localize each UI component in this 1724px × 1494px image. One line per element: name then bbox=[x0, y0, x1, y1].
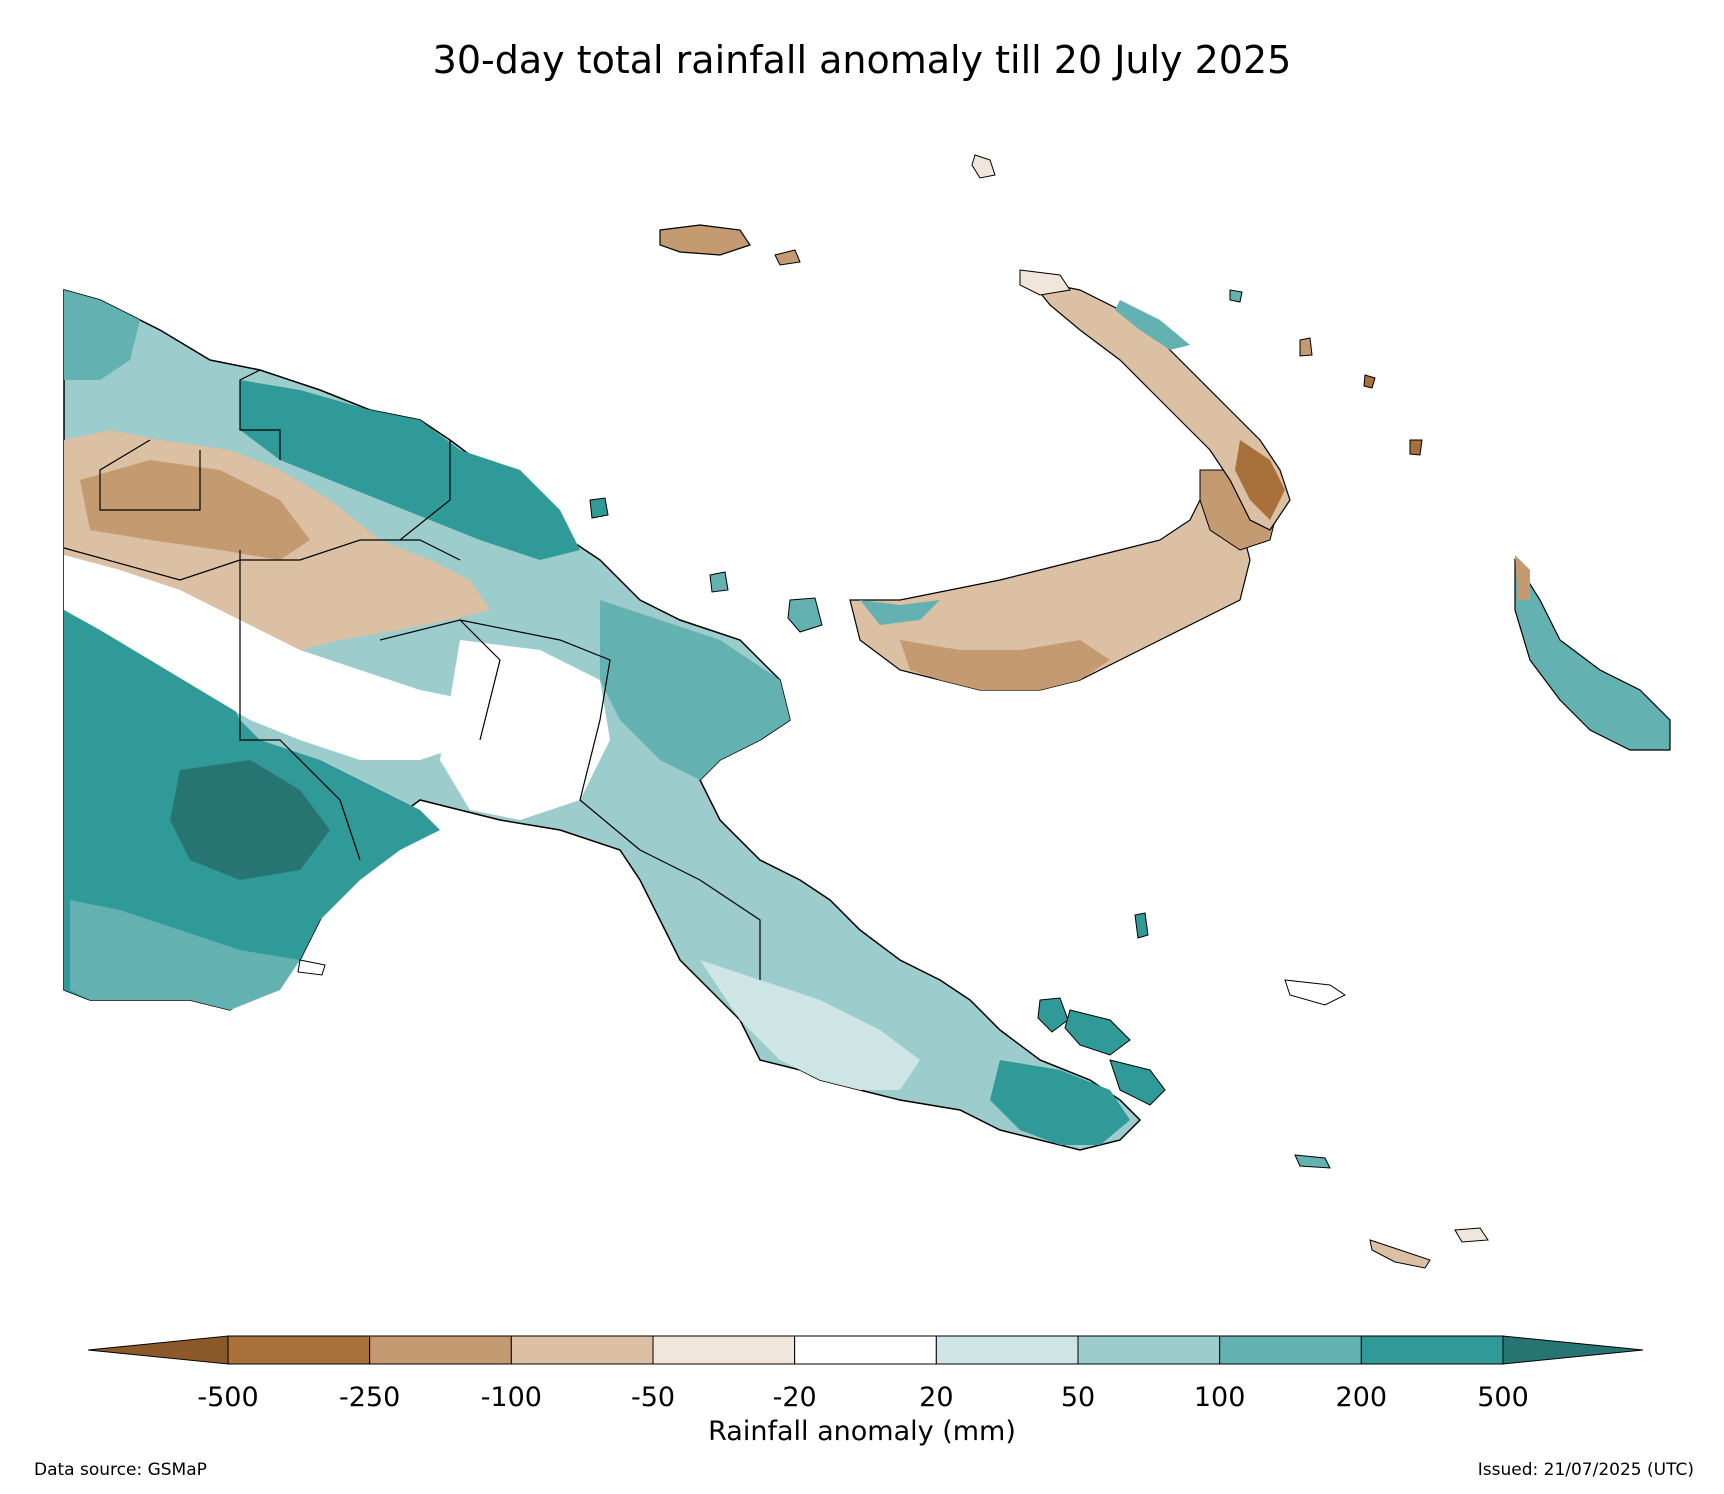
new-ireland-wet-west bbox=[1115, 300, 1190, 350]
colorbar-tick-label: -100 bbox=[480, 1382, 542, 1413]
map-title: 30-day total rainfall anomaly till 20 Ju… bbox=[432, 38, 1292, 82]
region-wet-tip bbox=[990, 1060, 1130, 1145]
manus-base bbox=[659, 224, 751, 256]
colorbar-segment bbox=[1219, 1335, 1362, 1365]
rainfall-anomaly-map bbox=[63, 154, 1671, 1269]
colorbar bbox=[87, 1335, 1644, 1365]
eastern-islands bbox=[1037, 912, 1489, 1269]
region-wet-northcoast bbox=[240, 380, 580, 560]
new-britain bbox=[849, 469, 1281, 691]
colorbar-tick-label: 100 bbox=[1193, 1382, 1246, 1413]
island-rossel bbox=[1454, 1227, 1489, 1243]
colorbar-segment bbox=[794, 1335, 937, 1365]
region-wet-northwest bbox=[64, 290, 140, 380]
island-tagula bbox=[1369, 1239, 1431, 1269]
region-wet-south-fringe bbox=[70, 900, 300, 1010]
island-misima bbox=[1294, 1154, 1331, 1169]
colorbar-label: Rainfall anomaly (mm) bbox=[708, 1416, 1016, 1447]
island-feni bbox=[1363, 374, 1376, 389]
colorbar-tick-label: -500 bbox=[197, 1382, 259, 1413]
colorbar-segment bbox=[369, 1335, 512, 1365]
island-lihir bbox=[1299, 337, 1313, 357]
bougainville-base bbox=[1514, 557, 1671, 751]
new-ireland-south-dry bbox=[1235, 440, 1285, 520]
colorbar-extend-min bbox=[87, 1335, 229, 1365]
colorbar-segment bbox=[935, 1335, 1079, 1365]
region-light-southeast bbox=[700, 960, 920, 1090]
region-very-wet-core bbox=[170, 760, 330, 880]
new-britain-dry-south bbox=[900, 640, 1110, 690]
colorbar-segments bbox=[87, 1335, 1644, 1365]
colorbar-segment bbox=[652, 1335, 796, 1365]
colorbar-tick-label: -250 bbox=[339, 1382, 401, 1413]
island-kiriwina bbox=[1134, 912, 1149, 939]
mainland-png bbox=[63, 289, 1142, 1151]
southwest-fringe bbox=[297, 959, 326, 976]
colorbar-segment bbox=[510, 1335, 654, 1365]
manus-east bbox=[774, 249, 801, 266]
island-normanby bbox=[1109, 1059, 1166, 1106]
island-fergusson bbox=[1064, 1009, 1131, 1056]
island-karkar bbox=[589, 497, 609, 519]
colorbar-segment bbox=[227, 1335, 371, 1365]
province-boundaries bbox=[63, 369, 761, 980]
colorbar-tick-label: -50 bbox=[630, 1382, 676, 1413]
colorbar-tick-label: 50 bbox=[1060, 1382, 1096, 1413]
data-source-note: Data source: GSMaP bbox=[34, 1460, 207, 1480]
island-goodenough bbox=[1037, 997, 1069, 1033]
bougainville-north-dry bbox=[1515, 555, 1530, 600]
manus bbox=[659, 224, 801, 266]
island-tabar bbox=[1229, 289, 1243, 303]
island-umboi bbox=[787, 597, 823, 633]
new-britain-wet-north bbox=[860, 600, 940, 625]
island-woodlark bbox=[1284, 979, 1346, 1006]
island-mussau bbox=[971, 154, 996, 179]
issued-date: Issued: 21/07/2025 (UTC) bbox=[1477, 1460, 1694, 1480]
colorbar-tick-label: 200 bbox=[1335, 1382, 1388, 1413]
bougainville bbox=[1514, 555, 1671, 751]
new-ireland bbox=[1028, 279, 1291, 531]
region-moderate-east bbox=[600, 600, 790, 780]
island-long bbox=[709, 571, 729, 593]
colorbar-tick-label: -20 bbox=[772, 1382, 817, 1413]
region-neutral-band bbox=[64, 555, 480, 760]
island-tanga bbox=[1409, 439, 1423, 456]
colorbar-tick-label: 20 bbox=[919, 1382, 954, 1413]
region-neutral-central bbox=[440, 640, 610, 820]
colorbar-segment bbox=[1360, 1335, 1504, 1365]
island-new-hanover bbox=[1019, 269, 1071, 296]
colorbar-extend-max bbox=[1502, 1335, 1644, 1365]
colorbar-segment bbox=[1077, 1335, 1221, 1365]
colorbar-tick-label: 500 bbox=[1477, 1382, 1529, 1413]
small-islands-north bbox=[589, 154, 1423, 633]
island-daru bbox=[297, 959, 326, 976]
